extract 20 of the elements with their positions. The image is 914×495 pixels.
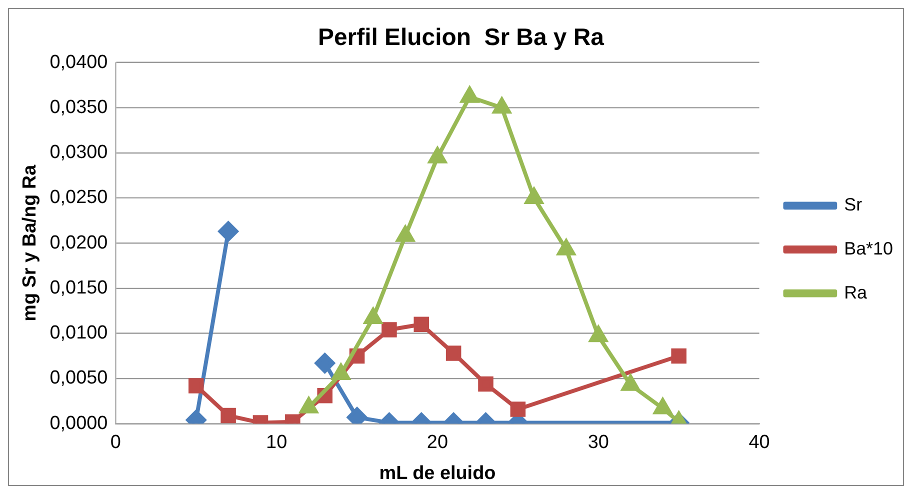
y-axis-title: mg Sr y Ba/ng Ra — [20, 164, 41, 322]
legend-label: Ba*10 — [844, 238, 894, 258]
legend-label: Ra — [844, 282, 868, 302]
y-tick-label: 0,0350 — [50, 96, 108, 118]
chart-title: Perfil Elucion Sr Ba y Ra — [318, 24, 605, 51]
x-tick-label: 0 — [110, 432, 121, 454]
y-tick-label: 0,0400 — [50, 52, 108, 73]
y-tick-label: 0,0150 — [50, 277, 108, 298]
y-tick-label: 0,0250 — [50, 187, 108, 208]
x-tick-label: 10 — [266, 432, 288, 454]
legend-label: Sr — [844, 194, 862, 215]
y-tick-label: 0,0100 — [50, 322, 108, 344]
y-tick-label: 0,0000 — [50, 412, 108, 434]
x-tick-label: 40 — [748, 432, 770, 454]
x-tick-label: 20 — [426, 432, 448, 454]
x-tick-label: 30 — [588, 432, 609, 454]
y-tick-label: 0,0050 — [50, 368, 108, 389]
y-tick-label: 0,0200 — [50, 232, 108, 254]
y-tick-label: 0,0300 — [50, 142, 108, 164]
x-axis-title: mL de eluido — [379, 462, 496, 484]
